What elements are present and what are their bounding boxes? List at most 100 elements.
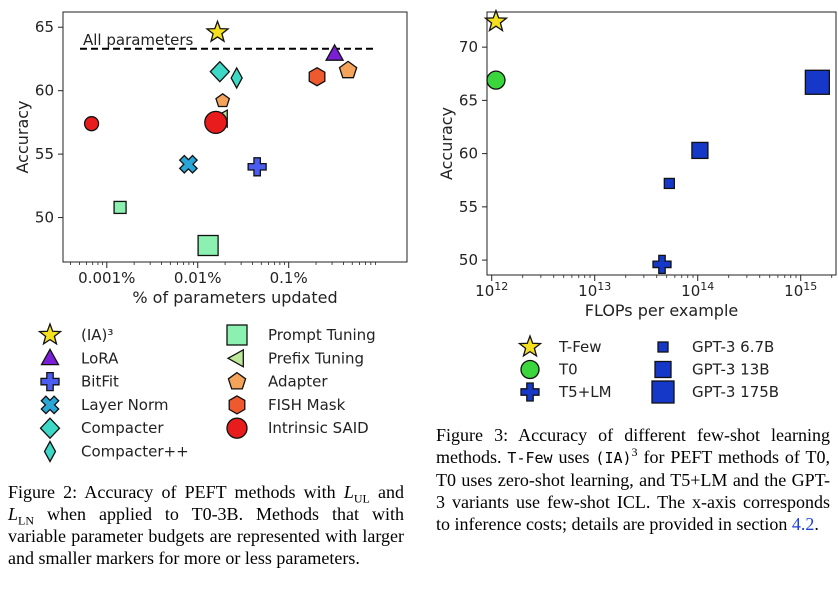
legend-marker-gpt-3-175b <box>651 380 675 404</box>
legend-label: T-Few <box>558 338 602 356</box>
legend-label: BitFit <box>81 373 119 391</box>
figure-2-caption: Figure 2: Accuracy of PEFT methods with … <box>8 481 404 569</box>
legend-label: Compacter <box>81 419 164 437</box>
legend-item-ia: (IA)³ <box>37 322 113 346</box>
y-axis-label: Accuracy <box>13 100 32 173</box>
legend-item-gpt-3-175b: GPT-3 175B <box>651 380 779 404</box>
legend-marker-compacter <box>39 417 61 440</box>
ia3-superscript: 3 <box>631 445 638 459</box>
legend-item-gpt-3-6-7b: GPT-3 6.7B <box>657 338 774 356</box>
figure-3-label: Figure 3: <box>436 425 509 445</box>
legend-marker-gpt-3-13b <box>654 360 672 379</box>
figure-3-text-d: . <box>814 514 819 534</box>
legend-label: Prefix Tuning <box>268 349 364 367</box>
ia3-code: (IA) <box>595 449 632 467</box>
x-tick-label: 1012 <box>475 280 508 300</box>
ia-point <box>205 19 230 43</box>
y-tick-label: 70 <box>459 38 478 56</box>
x-tick-label: 1013 <box>578 280 611 300</box>
compacter-point <box>230 66 243 90</box>
gpt-3-175b-point <box>804 69 831 95</box>
legend-label: FISH Mask <box>268 396 346 414</box>
t0-point <box>486 70 506 90</box>
peft-accuracy-chart: 50 55 60 65 0.001% 0.01% 0.1%% of parameters u… <box>13 11 408 307</box>
peft-legend: (IA)³ LoRA BitFit Layer Norm Compacter Compac… <box>37 322 376 463</box>
legend-marker-fish-mask <box>228 395 246 415</box>
prompt-tuning-point <box>113 200 127 215</box>
y-tick-label: 55 <box>459 198 478 216</box>
x-tick-label: 0.1% <box>270 269 308 287</box>
legend-item-adapter: Adapter <box>227 371 328 391</box>
y-tick-label: 65 <box>35 18 54 36</box>
legend-item-prompt-tuning: Prompt Tuning <box>226 324 376 346</box>
legend-item-bitfit: BitFit <box>40 371 119 392</box>
legend-item-lora: LoRA <box>40 347 119 367</box>
legend-label: Compacter++ <box>81 443 189 461</box>
legend-item-compacter: Compacter++ <box>43 440 189 463</box>
legend-marker-adapter <box>227 371 247 390</box>
legend-item-layer-norm: Layer Norm <box>40 395 169 415</box>
legend-marker-lora <box>40 347 60 366</box>
gpt-3-13b-point <box>691 141 709 160</box>
legend-item-intrinsic-said: Intrinsic SAID <box>226 417 369 439</box>
legend-label: Prompt Tuning <box>268 326 376 344</box>
x-tick-label: 0.01% <box>174 269 222 287</box>
loss-symbol-ul: L <box>343 482 354 502</box>
legend-label: Layer Norm <box>81 396 169 414</box>
figure-2-label: Figure 2: <box>8 482 78 502</box>
compacter-point <box>209 60 231 83</box>
all-parameters-label: All parameters <box>83 31 194 49</box>
plot-frame <box>62 11 408 263</box>
x-axis-label: % of parameters updated <box>132 288 337 307</box>
section-link[interactable]: 4.2 <box>791 514 815 534</box>
t-few-point <box>483 8 509 32</box>
plot-frame <box>486 11 837 276</box>
legend-item-gpt-3-13b: GPT-3 13B <box>654 360 770 379</box>
lora-point <box>325 43 345 61</box>
legend-item-t-few: T-Few <box>517 334 602 358</box>
bitfit-point <box>247 157 267 177</box>
legend-label: Adapter <box>268 373 328 391</box>
figure-3-text-c: for PEFT methods of T0, T0 uses zero-sho… <box>436 447 830 534</box>
y-tick-label: 50 <box>459 251 478 269</box>
gpt-3-6-7b-point <box>663 177 675 190</box>
y-tick-label: 50 <box>35 209 54 227</box>
legend-label: T0 <box>558 361 578 379</box>
legend-marker-ia <box>37 322 63 346</box>
figure-2-text-c: when applied to T0-3B. Methods that with… <box>8 504 404 568</box>
loss-subscript-ln: LN <box>18 513 35 528</box>
legend-label: LoRA <box>81 349 119 367</box>
legend-item-t5-lm: T5+LM <box>520 382 612 402</box>
y-tick-label: 60 <box>459 145 478 163</box>
prompt-tuning-point <box>197 234 219 257</box>
x-tick-label: 1015 <box>784 280 817 300</box>
legend-label: (IA)³ <box>81 326 113 344</box>
intrinsic-said-point <box>204 110 228 135</box>
legend-marker-compacter <box>43 440 57 463</box>
legend-item-prefix-tuning: Prefix Tuning <box>226 348 364 368</box>
legend-label: T5+LM <box>558 383 612 401</box>
fewshot-accuracy-chart: 50 55 60 65 70 1012 1013 1014 1015 FLOPs per exam… <box>437 8 837 320</box>
adapter-point <box>215 93 231 108</box>
fewshot-legend: T-Few T0 T5+LM GPT-3 6.7B GPT-3 13B GPT-3 175… <box>517 334 779 404</box>
x-tick-label: 1014 <box>681 280 714 300</box>
intrinsic-said-point <box>83 116 100 132</box>
y-axis-label: Accuracy <box>437 107 456 180</box>
t5-lm-point <box>652 254 672 275</box>
loss-subscript-ul: UL <box>353 491 370 506</box>
layer-norm-point <box>178 154 199 174</box>
legend-marker-gpt-3-6-7b <box>657 341 669 353</box>
legend-label: GPT-3 6.7B <box>692 338 774 356</box>
legend-marker-intrinsic-said <box>226 417 248 439</box>
legend-marker-t0 <box>520 359 540 380</box>
legend-label: Intrinsic SAID <box>268 419 369 437</box>
legend-marker-t-few <box>517 334 543 358</box>
y-tick-label: 55 <box>35 145 54 163</box>
figure-3-text-b: uses <box>552 447 596 467</box>
legend-marker-layer-norm <box>40 395 60 415</box>
x-tick-label: 0.001% <box>78 269 135 287</box>
legend-item-t0: T0 <box>520 359 578 380</box>
tfew-code: T-Few <box>507 449 553 467</box>
figure-3-caption: Figure 3: Accuracy of different few-shot… <box>436 424 830 535</box>
